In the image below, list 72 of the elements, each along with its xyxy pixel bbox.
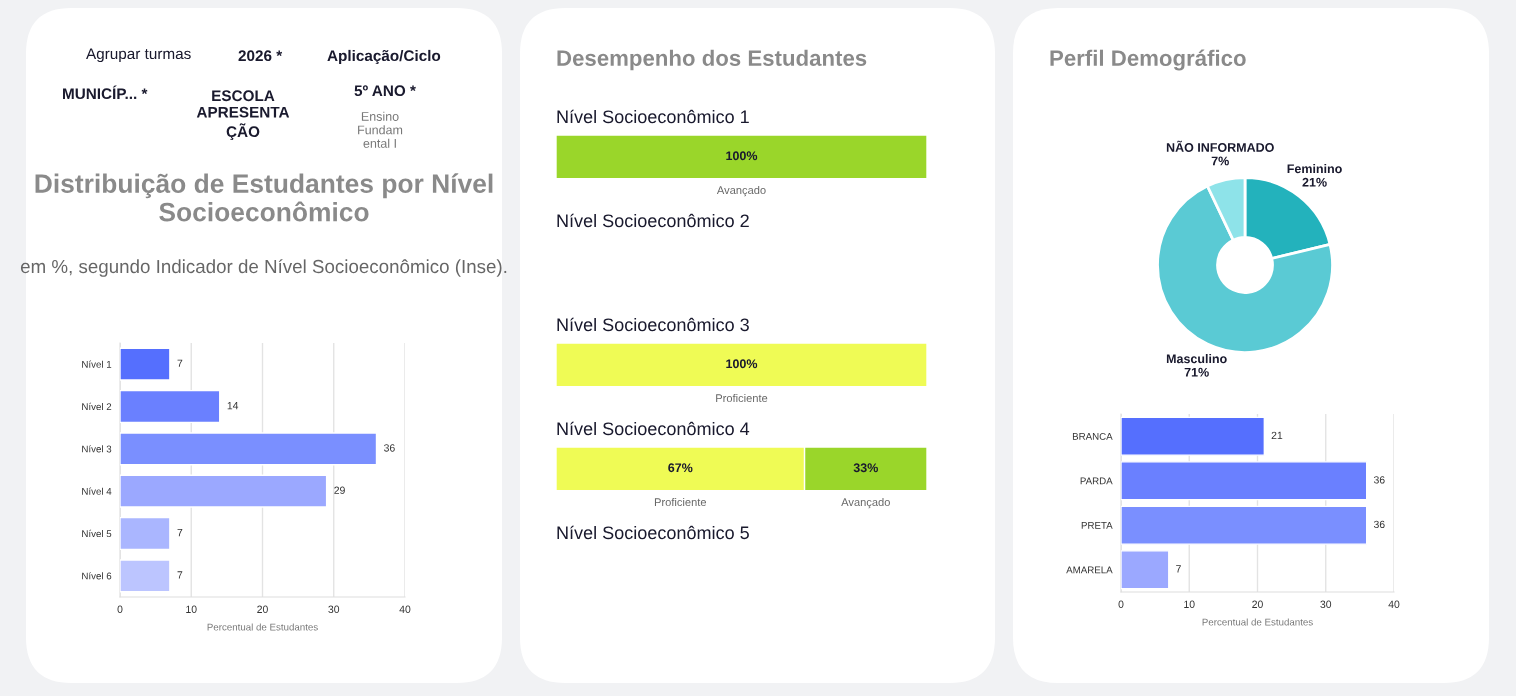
text: Agrupar turmas (86, 48, 191, 63)
y-tick-label: BRANCA (1072, 432, 1113, 440)
x-tick-label: 40 (1388, 600, 1400, 608)
category-label: Nível Socioeconômico 2 (557, 213, 749, 228)
bar (120, 559, 171, 593)
category-label: Nível Socioeconômico 1 (557, 109, 749, 124)
data-label: 33% (853, 463, 878, 473)
x-tick-label: 30 (1320, 600, 1332, 608)
y-tick-label: Nível 4 (82, 487, 112, 495)
data-label: 7 (177, 571, 183, 579)
chart-subtitle: em %, segundo Indicador de Nível Socioeconômico (Inse). (20, 259, 507, 277)
chart-title: Perfil Demográfico (1050, 49, 1246, 71)
bar (120, 432, 378, 466)
data-label: 7% (1211, 156, 1229, 166)
chart-title: Distribuição de Estudantes por Nível Socioeconômico (35, 173, 493, 222)
text: Proficiente (654, 497, 707, 507)
x-tick-label: 40 (399, 605, 411, 613)
y-tick-label: Nível 2 (82, 402, 112, 411)
slice-label: Feminino (1287, 164, 1342, 174)
bar (120, 389, 221, 424)
bar (120, 474, 328, 508)
x-tick-label: 10 (1184, 600, 1195, 608)
y-tick-label: Nível 1 (82, 360, 112, 368)
data-label: 100% (726, 151, 758, 161)
chart-title: Desempenho dos Estudantes (557, 49, 867, 71)
slice-label: NÃO INFORMADO (1166, 140, 1274, 152)
text: Aplicação/Ciclo (327, 49, 441, 65)
y-tick-label: AMARELA (1066, 566, 1113, 574)
y-tick-label: PRETA (1081, 522, 1113, 529)
y-tick-label: PARDA (1080, 477, 1113, 485)
bar (120, 516, 171, 551)
y-tick-label: Nível 6 (82, 572, 112, 580)
text: Ensino Fundam ental I (358, 111, 403, 148)
slice-label: Masculino (1166, 354, 1227, 364)
category-label: Nível Socioeconômico 4 (557, 421, 750, 436)
category-label: Nível Socioeconômico 3 (557, 317, 749, 332)
x-tick-label: 0 (117, 605, 123, 613)
data-label: 7 (1176, 565, 1181, 573)
data-label: 7 (177, 359, 183, 367)
x-tick-label: 20 (257, 605, 268, 613)
text: ESCOLA APRESENTA ÇÃO (196, 90, 290, 141)
data-label: 29 (334, 486, 345, 494)
data-label: 36 (384, 444, 395, 452)
x-tick-label: 0 (1118, 600, 1124, 608)
y-tick-label: Nível 3 (82, 445, 112, 453)
x-axis-title: Percentual de Estudantes (207, 623, 318, 631)
data-label: 36 (1373, 520, 1385, 529)
series-label: Avançado (716, 185, 766, 197)
bar (1121, 461, 1368, 501)
x-tick-label: 20 (1252, 600, 1263, 608)
text: 2026 * (238, 50, 283, 62)
data-label: 67% (668, 463, 693, 473)
bar (1121, 505, 1368, 545)
category-label: Nível Socioeconômico 5 (557, 525, 749, 540)
text: Avançado (841, 497, 890, 509)
text: 5º ANO * (354, 85, 416, 97)
data-label: 36 (1373, 476, 1385, 484)
data-label: 21 (1271, 431, 1283, 439)
data-label: 21% (1302, 177, 1327, 187)
text: MUNICÍP... * (63, 85, 148, 100)
bar (1121, 416, 1266, 456)
x-axis-title: Percentual de Estudantes (1202, 618, 1313, 626)
series-label: Proficiente (716, 393, 768, 403)
data-label: 14 (227, 402, 239, 410)
data-label: 100% (726, 359, 758, 369)
data-label: 7 (177, 529, 183, 537)
x-tick-label: 10 (186, 605, 197, 613)
bar (120, 347, 171, 381)
bar (1121, 550, 1170, 590)
y-tick-label: Nível 5 (82, 529, 112, 538)
x-tick-label: 30 (328, 605, 340, 613)
data-label: 71% (1184, 367, 1209, 377)
